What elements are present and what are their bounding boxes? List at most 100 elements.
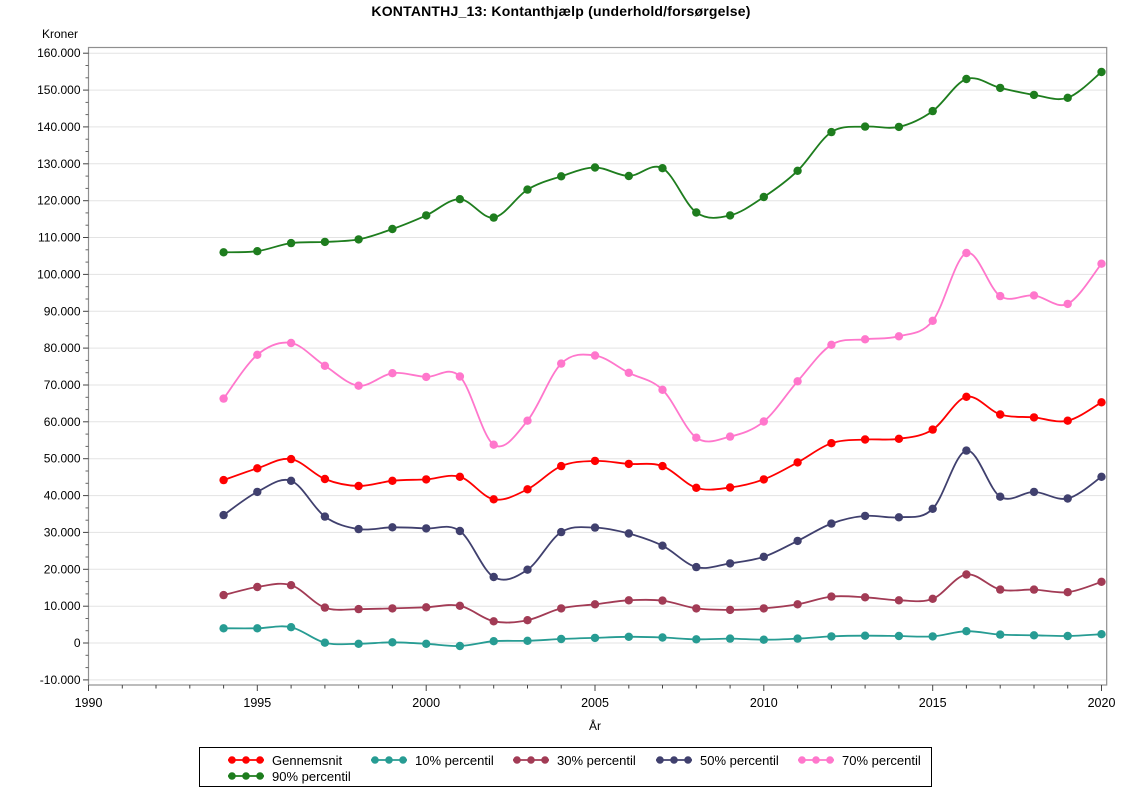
data-point-30-percentil — [894, 596, 904, 605]
data-point-90-percentil — [962, 74, 971, 84]
data-point-gennemsnit — [489, 495, 498, 504]
series-line-90-percentil — [223, 71, 1103, 254]
legend-entry-gennemsnit: Gennemsnit — [227, 752, 343, 768]
legend-entry-50-percentil: 50% percentil — [655, 752, 779, 768]
data-point-50-percentil — [692, 562, 701, 572]
data-point-10-percentil — [1063, 631, 1072, 641]
data-point-gennemsnit — [219, 475, 228, 485]
data-point-10-percentil — [354, 639, 363, 648]
data-point-30-percentil — [219, 590, 228, 600]
data-point-30-percentil — [1029, 585, 1039, 594]
data-point-10-percentil — [827, 632, 836, 641]
data-point-10-percentil — [590, 633, 600, 643]
data-point-50-percentil — [253, 487, 262, 497]
data-point-10-percentil — [1029, 631, 1039, 640]
data-point-50-percentil — [523, 565, 532, 574]
data-point-30-percentil — [928, 594, 937, 603]
data-point-30-percentil — [354, 604, 363, 614]
legend-entry-30-percentil: 30% percentil — [512, 753, 636, 768]
y-tick-label: -10.000 — [40, 673, 81, 687]
data-point-50-percentil — [759, 552, 768, 561]
data-point-50-percentil — [624, 529, 633, 538]
data-point-50-percentil — [928, 504, 937, 513]
legend-label: 50% percentil — [700, 752, 779, 768]
x-tick-label: 2020 — [1088, 696, 1116, 710]
legend-label: 10% percentil — [415, 752, 494, 768]
data-point-90-percentil — [1063, 93, 1072, 103]
data-point-50-percentil — [590, 523, 600, 532]
data-point-30-percentil — [860, 593, 870, 602]
chart-title: KONTANTHJ_13: Kontanthjælp (underhold/fo… — [371, 3, 751, 19]
y-tick-label: 120.000 — [37, 194, 81, 208]
data-point-50-percentil — [489, 572, 498, 582]
data-point-90-percentil — [624, 171, 633, 181]
y-tick-label: 60.000 — [44, 415, 81, 429]
y-tick-label: 50.000 — [44, 452, 81, 466]
data-point-30-percentil — [692, 604, 701, 613]
legend-marker-50-percentil — [656, 756, 692, 764]
data-point-30-percentil — [827, 592, 836, 601]
data-point-30-percentil — [793, 600, 802, 609]
legend-label: Gennemsnit — [272, 752, 343, 768]
data-point-gennemsnit — [692, 483, 701, 492]
data-point-70-percentil — [1063, 299, 1072, 309]
y-tick-label: 140.000 — [37, 120, 81, 134]
data-point-70-percentil — [219, 394, 228, 403]
data-point-10-percentil — [658, 633, 667, 642]
data-point-50-percentil — [1097, 472, 1106, 481]
data-point-10-percentil — [489, 637, 498, 646]
y-tick-label: 160.000 — [37, 46, 81, 60]
legend-marker-30-percentil — [513, 756, 549, 764]
data-point-10-percentil — [928, 632, 937, 641]
data-point-10-percentil — [320, 638, 330, 647]
data-point-gennemsnit — [388, 476, 397, 485]
data-point-gennemsnit — [860, 435, 870, 444]
data-point-10-percentil — [962, 627, 971, 636]
data-point-90-percentil — [658, 164, 667, 173]
plot-frame — [87, 46, 1108, 686]
data-point-30-percentil — [590, 600, 600, 609]
y-tick-label: 30.000 — [44, 525, 81, 539]
data-point-70-percentil — [725, 432, 735, 441]
data-point-70-percentil — [860, 335, 870, 344]
y-tick-label: 80.000 — [44, 341, 81, 355]
data-point-50-percentil — [962, 446, 971, 455]
y-tick-label: 130.000 — [37, 157, 81, 171]
x-tick-label: 2010 — [750, 696, 778, 710]
data-point-90-percentil — [827, 127, 836, 137]
data-point-10-percentil — [286, 623, 296, 632]
data-point-30-percentil — [489, 617, 498, 626]
data-point-70-percentil — [759, 417, 768, 426]
data-point-50-percentil — [894, 513, 904, 522]
data-point-90-percentil — [692, 208, 701, 217]
data-point-90-percentil — [590, 163, 600, 172]
data-point-50-percentil — [422, 524, 431, 533]
y-tick-label: 70.000 — [44, 378, 81, 392]
series-line-70-percentil — [222, 252, 1103, 448]
data-point-70-percentil — [658, 385, 667, 394]
data-point-70-percentil — [354, 381, 363, 390]
data-point-gennemsnit — [759, 475, 768, 484]
data-point-50-percentil — [388, 523, 397, 532]
data-point-30-percentil — [422, 603, 431, 612]
data-point-gennemsnit — [557, 461, 566, 471]
data-point-10-percentil — [759, 635, 768, 644]
x-tick-label: 1990 — [75, 696, 103, 710]
y-tick-label: 20.000 — [44, 562, 81, 576]
data-point-gennemsnit — [793, 458, 802, 467]
data-point-70-percentil — [894, 332, 904, 341]
data-point-50-percentil — [219, 510, 228, 520]
data-point-90-percentil — [286, 238, 296, 248]
data-point-90-percentil — [354, 235, 363, 244]
y-axis-unit-label: Kroner — [42, 27, 79, 41]
data-point-10-percentil — [422, 639, 431, 648]
data-point-gennemsnit — [928, 425, 937, 434]
y-tick-label: 100.000 — [37, 267, 81, 281]
y-tick-label: 150.000 — [37, 83, 81, 97]
data-point-gennemsnit — [320, 474, 330, 484]
data-point-90-percentil — [793, 166, 802, 175]
data-point-30-percentil — [759, 604, 768, 613]
data-point-30-percentil — [523, 616, 532, 625]
